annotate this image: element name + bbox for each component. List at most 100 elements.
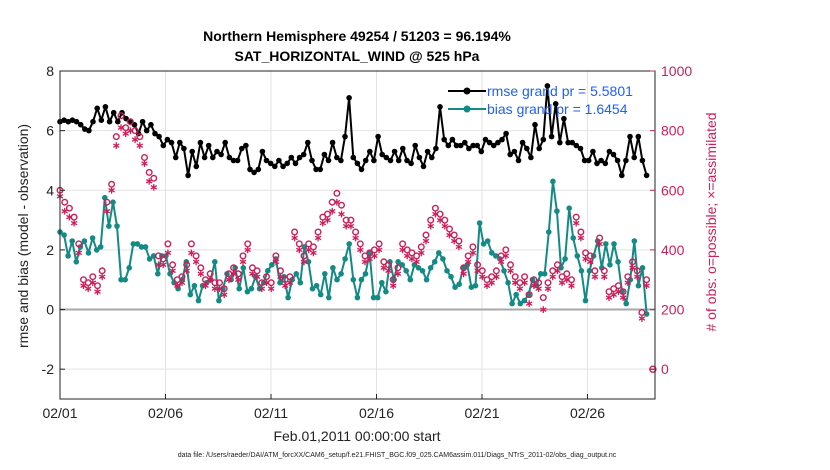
asterisk-stroke bbox=[94, 289, 101, 294]
y-left-tick-label: 4 bbox=[46, 182, 54, 198]
asterisk-stroke bbox=[582, 256, 589, 262]
series-point-1 bbox=[85, 250, 92, 256]
series-point-1 bbox=[631, 238, 638, 244]
asterisk-stroke bbox=[521, 280, 528, 285]
asterisk-stroke bbox=[258, 286, 266, 291]
y-right-axis-ticks: 0 200 400 600 800 1000 bbox=[650, 63, 692, 377]
asterisk-stroke bbox=[183, 268, 190, 274]
asterisk-stroke bbox=[89, 280, 97, 285]
obs-assimilated-point bbox=[70, 219, 78, 227]
series-point-0 bbox=[139, 118, 146, 125]
obs-assimilated-point bbox=[469, 249, 477, 257]
obs-possible-point bbox=[75, 240, 83, 248]
obs-assimilated-point bbox=[389, 282, 397, 290]
series-point-0 bbox=[544, 83, 551, 89]
obs-possible-point bbox=[136, 133, 144, 141]
series-point-0 bbox=[503, 130, 509, 137]
series-point-0 bbox=[478, 148, 485, 155]
obs-assimilated-point bbox=[192, 258, 200, 266]
obs-assimilated-point bbox=[178, 279, 186, 287]
asterisk-stroke bbox=[587, 259, 594, 265]
series-point-1 bbox=[574, 253, 581, 259]
series-point-0 bbox=[317, 166, 324, 173]
obs-possible-point bbox=[187, 240, 195, 248]
series-point-1 bbox=[346, 241, 353, 247]
obs-assimilated-point bbox=[507, 267, 514, 275]
series-point-0 bbox=[292, 160, 299, 167]
series-point-1 bbox=[93, 247, 100, 253]
asterisk-stroke bbox=[169, 268, 176, 274]
obs-possible-point bbox=[103, 198, 111, 206]
obs-assimilated-point bbox=[263, 279, 270, 287]
asterisk-stroke bbox=[291, 235, 298, 241]
series-point-0 bbox=[181, 145, 187, 152]
asterisk-stroke bbox=[328, 208, 336, 214]
series-point-1 bbox=[578, 268, 585, 274]
series-point-1 bbox=[65, 253, 71, 259]
x-tick-label: 02/26 bbox=[570, 405, 605, 421]
asterisk-stroke bbox=[84, 286, 92, 291]
asterisk-stroke bbox=[624, 280, 632, 285]
series-point-0 bbox=[106, 118, 113, 125]
obs-assimilated-point bbox=[464, 258, 472, 266]
series-point-0 bbox=[524, 145, 530, 152]
series-point-0 bbox=[474, 142, 481, 149]
obs-assimilated-point bbox=[296, 246, 303, 254]
asterisk-stroke bbox=[230, 271, 237, 277]
series-point-0 bbox=[462, 139, 468, 146]
series-point-0 bbox=[495, 139, 501, 146]
asterisk-stroke bbox=[127, 128, 134, 133]
asterisk-stroke bbox=[75, 250, 83, 256]
asterisk-stroke bbox=[394, 271, 402, 277]
obs-assimilated-point bbox=[399, 246, 406, 254]
series-point-1 bbox=[635, 282, 642, 289]
obs-assimilated-point bbox=[371, 252, 378, 260]
plot-area bbox=[60, 71, 655, 399]
obs-assimilated-point bbox=[239, 258, 247, 266]
x-tick-label: 02/06 bbox=[148, 405, 183, 421]
asterisk-stroke bbox=[601, 274, 608, 280]
series-point-1 bbox=[501, 268, 507, 274]
series-point-0 bbox=[143, 127, 150, 134]
obs-possible-point bbox=[150, 174, 158, 182]
obs-assimilated-point bbox=[66, 213, 73, 221]
asterisk-stroke bbox=[164, 250, 172, 256]
series-point-1 bbox=[407, 276, 414, 283]
obs-possible-point bbox=[61, 198, 69, 206]
y-right-tick-label: 1000 bbox=[661, 63, 692, 79]
series-point-1 bbox=[452, 284, 458, 291]
series-point-0 bbox=[540, 136, 547, 143]
series-point-1 bbox=[334, 276, 340, 283]
series-point-1 bbox=[489, 250, 495, 256]
series-point-0 bbox=[362, 157, 369, 164]
series-point-1 bbox=[187, 291, 194, 298]
series-point-1 bbox=[627, 276, 634, 283]
asterisk-stroke bbox=[375, 247, 383, 253]
series-point-1 bbox=[106, 223, 112, 229]
series-point-1 bbox=[81, 238, 88, 244]
series-point-0 bbox=[329, 139, 336, 146]
series-point-1 bbox=[224, 271, 230, 277]
series-point-0 bbox=[251, 169, 257, 176]
series-point-1 bbox=[362, 271, 369, 277]
series-point-0 bbox=[197, 139, 204, 146]
series-point-0 bbox=[164, 136, 171, 143]
asterisk-stroke bbox=[188, 250, 195, 256]
series-point-0 bbox=[94, 105, 100, 112]
series-point-0 bbox=[420, 163, 427, 170]
series-point-1 bbox=[403, 268, 410, 274]
obs-assimilated-point bbox=[427, 222, 434, 230]
asterisk-stroke bbox=[638, 316, 646, 321]
series-point-0 bbox=[226, 154, 233, 161]
series-point-1 bbox=[541, 271, 548, 277]
series-layer bbox=[56, 83, 657, 373]
obs-assimilated-point bbox=[230, 270, 237, 278]
obs-assimilated-point bbox=[94, 288, 101, 296]
series-point-0 bbox=[437, 104, 443, 110]
asterisk-stroke bbox=[516, 286, 524, 291]
series-point-1 bbox=[89, 235, 96, 241]
obs-assimilated-point bbox=[474, 267, 481, 275]
series-point-1 bbox=[350, 276, 357, 283]
asterisk-stroke bbox=[455, 244, 463, 250]
asterisk-stroke bbox=[136, 143, 144, 148]
